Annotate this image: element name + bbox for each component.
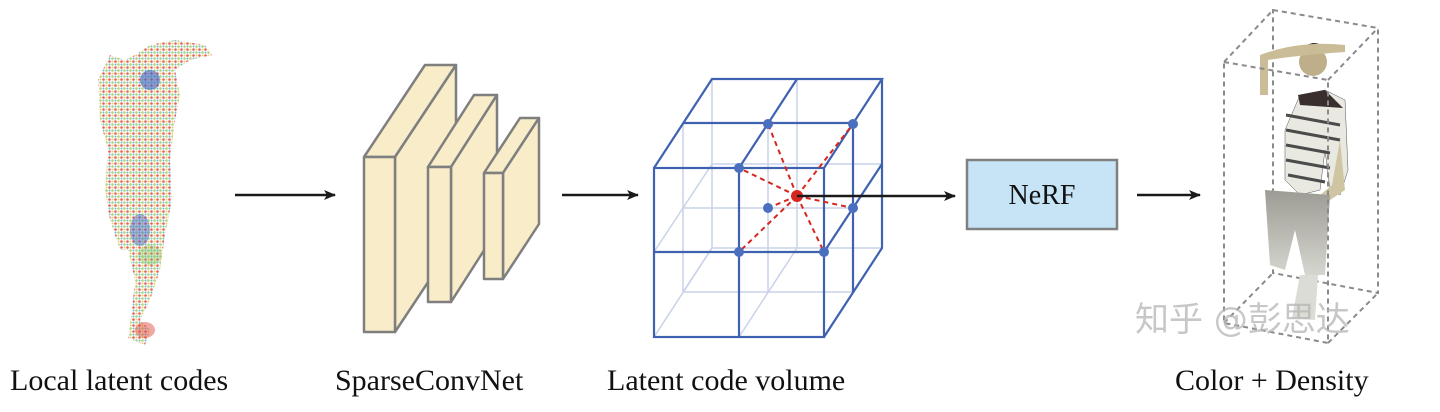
bounding-box-back	[1223, 8, 1379, 324]
sparseconvnet-slabs	[362, 63, 541, 334]
label-local-latent-codes: Local latent codes	[10, 364, 229, 397]
slab-2	[426, 93, 499, 304]
latent-code-volume	[652, 77, 885, 339]
bounding-box-front	[1223, 27, 1379, 345]
interpolation-lines	[738, 123, 854, 253]
label-latent-code-volume: Latent code volume	[607, 364, 846, 397]
latent-code-nodes	[734, 119, 858, 257]
nerf-box: NeRF	[965, 158, 1119, 231]
label-color-density: Color + Density	[1175, 364, 1369, 397]
rendered-human	[1223, 8, 1379, 345]
nerf-label: NeRF	[1009, 180, 1076, 211]
watermark: 知乎 @彭思达	[1135, 300, 1350, 340]
point-cloud-human	[98, 40, 212, 345]
slab-3	[482, 116, 541, 281]
label-sparseconvnet: SparseConvNet	[335, 364, 524, 397]
